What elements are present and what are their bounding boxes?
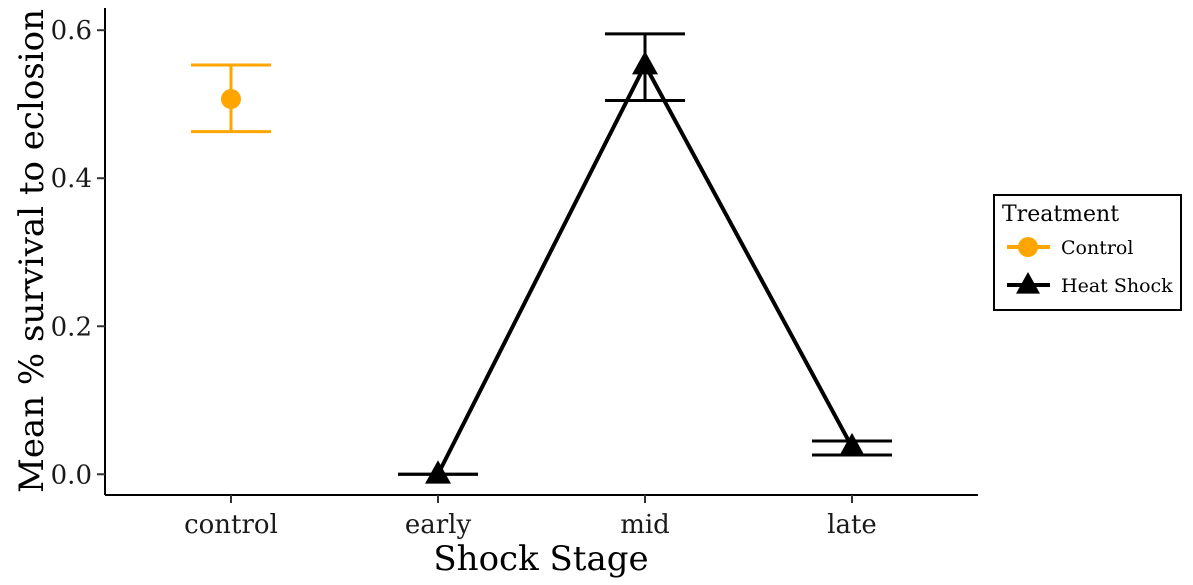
x-axis-title: Shock Stage <box>433 539 648 579</box>
data-point <box>632 50 658 75</box>
x-tick-label: mid <box>620 510 670 540</box>
y-tick-label: 0.0 <box>51 460 92 490</box>
x-ticks: control early mid late <box>184 495 877 540</box>
legend-label: Heat Shock <box>1061 275 1173 297</box>
series-line <box>436 62 854 476</box>
y-axis-title: Mean % survival to eclosion <box>12 9 52 493</box>
data-point <box>425 460 451 484</box>
data-point <box>221 89 241 110</box>
legend-title: Treatment <box>1002 202 1119 227</box>
legend-key-marker <box>1018 237 1038 257</box>
series-heat-shock <box>398 32 892 484</box>
y-tick-label: 0.2 <box>51 312 92 342</box>
legend-entry-control: Control <box>1007 237 1133 259</box>
x-tick-label: early <box>405 510 472 540</box>
legend-entry-heat-shock: Heat Shock <box>1007 272 1173 297</box>
y-tick-label: 0.4 <box>51 164 92 194</box>
series-control <box>191 63 271 134</box>
legend: Treatment Control Heat Shock <box>993 194 1182 311</box>
x-tick-label: control <box>184 510 278 540</box>
y-tick-label: 0.6 <box>51 16 92 46</box>
x-tick-label: late <box>827 510 877 540</box>
plot-area <box>191 32 892 484</box>
legend-key-marker <box>1016 272 1040 294</box>
y-ticks: 0.0 0.2 0.4 0.6 <box>51 16 105 490</box>
legend-entries: Control Heat Shock <box>1007 237 1173 297</box>
data-point <box>839 432 865 457</box>
legend-label: Control <box>1061 237 1133 259</box>
